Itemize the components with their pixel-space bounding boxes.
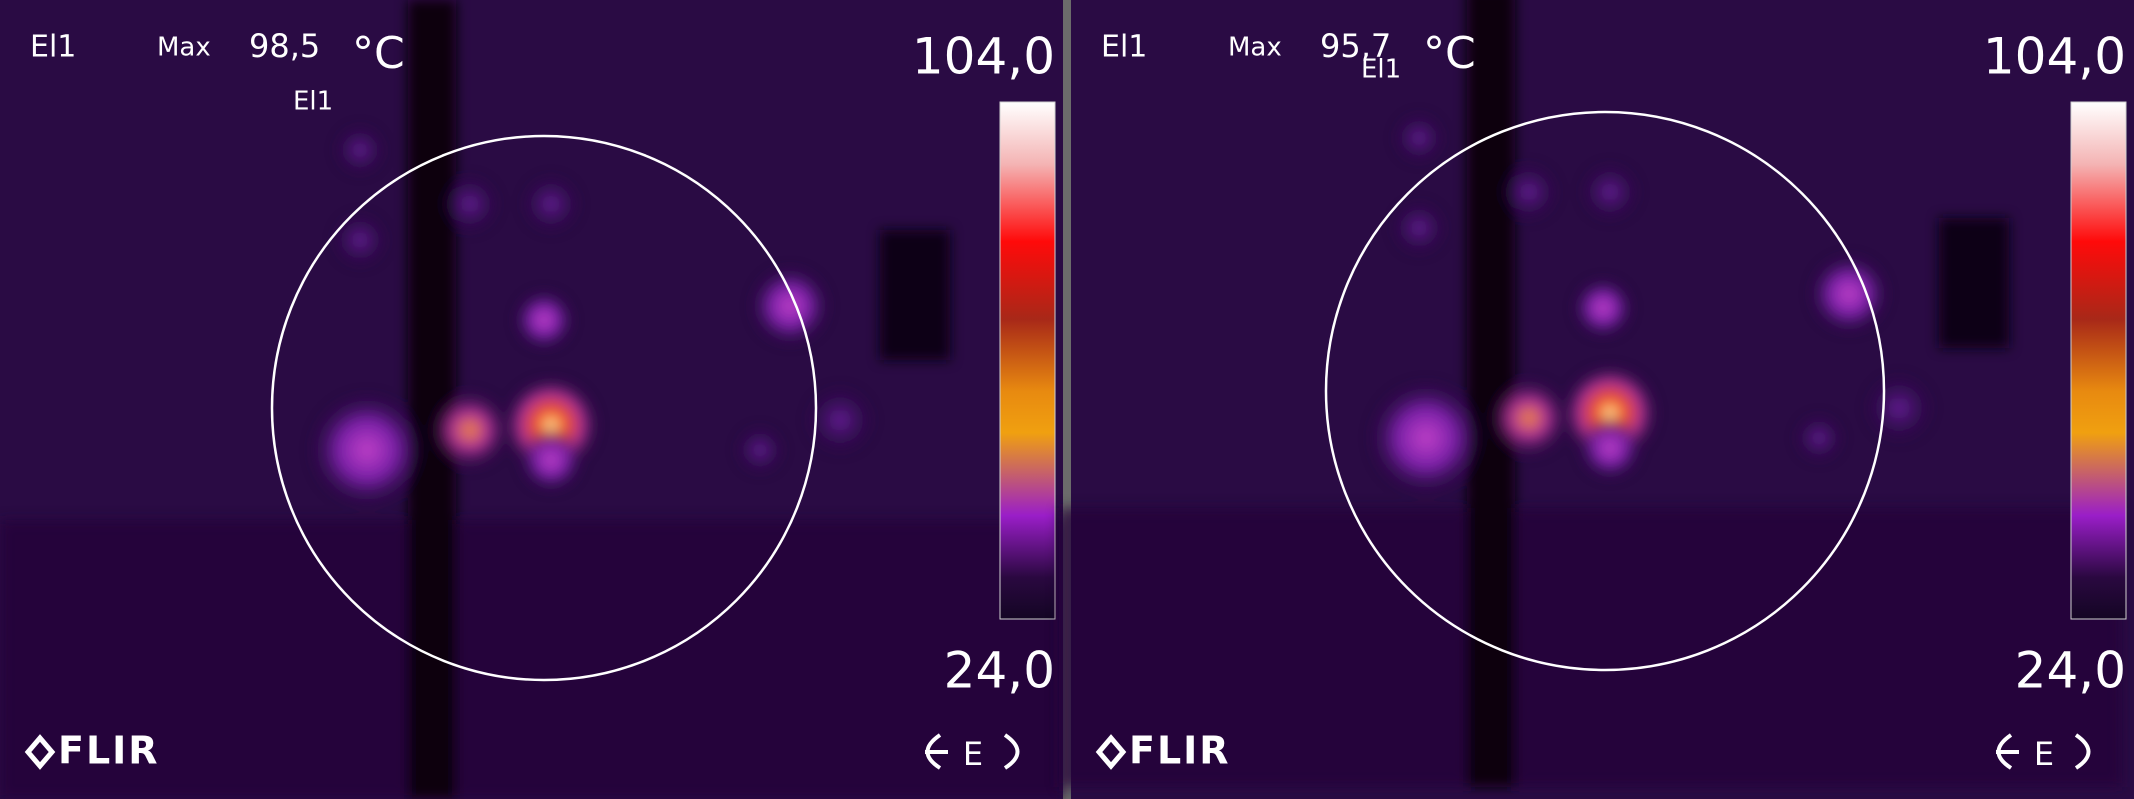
hot-spot: [735, 425, 785, 475]
hot-spot: [750, 266, 830, 346]
hot-spot: [519, 428, 583, 492]
hot-spot: [334, 124, 386, 176]
hot-spot: [1578, 416, 1642, 480]
flir-text: FLIR: [58, 729, 160, 773]
scale-min: 24,0: [944, 642, 1055, 700]
hot-spot: [332, 212, 388, 268]
hot-spot: [1809, 254, 1889, 334]
mode-letter: E: [2034, 735, 2054, 773]
marker-label: El1: [293, 87, 333, 117]
hot-spot: [430, 390, 510, 470]
hot-spot: [1864, 373, 1934, 443]
marker-label: El1: [1361, 55, 1401, 85]
hot-spot: [514, 290, 574, 350]
thermal-panel: El1 Max 98,5 °C El1 104,0 24,0 FLIR E: [0, 0, 1063, 799]
hot-spot: [440, 174, 500, 234]
hot-spot: [1368, 380, 1484, 496]
dark-object: [1939, 218, 2009, 348]
scale-max: 104,0: [1983, 28, 2126, 86]
dark-object: [880, 230, 950, 360]
flir-text: FLIR: [1129, 729, 1231, 773]
screenshot: El1Max98,5°CEl1104,024,0FLIREEl1Max95,7°…: [0, 0, 2134, 799]
max-value: 98,5: [249, 27, 320, 65]
max-label: Max: [1228, 33, 1282, 63]
hot-spot: [1499, 162, 1559, 222]
scale-min: 24,0: [2015, 642, 2126, 700]
hot-spot: [1391, 200, 1447, 256]
unit: °C: [352, 28, 405, 79]
hot-spot: [1794, 413, 1844, 463]
hot-spot: [1573, 278, 1633, 338]
hot-spot: [521, 174, 581, 234]
hot-spot: [1393, 112, 1445, 164]
color-bar: [1000, 102, 1055, 619]
scale-max: 104,0: [912, 28, 1055, 86]
hot-spot: [1489, 378, 1569, 458]
max-label: Max: [157, 33, 211, 63]
color-bar: [2071, 102, 2126, 619]
hot-spot: [309, 392, 425, 508]
hot-spot: [1580, 162, 1640, 222]
mode-letter: E: [963, 735, 983, 773]
area-label: El1: [30, 30, 76, 65]
area-label: El1: [1101, 30, 1147, 65]
unit: °C: [1423, 28, 1476, 79]
